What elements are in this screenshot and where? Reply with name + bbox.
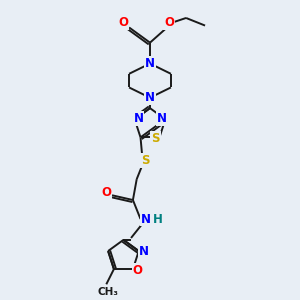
Text: O: O [118, 16, 128, 29]
Text: O: O [101, 186, 111, 199]
Text: N: N [145, 57, 155, 70]
Text: CH₃: CH₃ [98, 287, 119, 297]
Text: N: N [134, 112, 143, 125]
Text: O: O [164, 16, 174, 29]
Text: N: N [141, 212, 151, 226]
Text: H: H [153, 212, 163, 226]
Text: S: S [152, 132, 160, 145]
Text: N: N [139, 244, 148, 257]
Text: N: N [145, 91, 155, 104]
Text: S: S [141, 154, 149, 166]
Text: O: O [133, 263, 143, 277]
Text: N: N [157, 112, 166, 125]
